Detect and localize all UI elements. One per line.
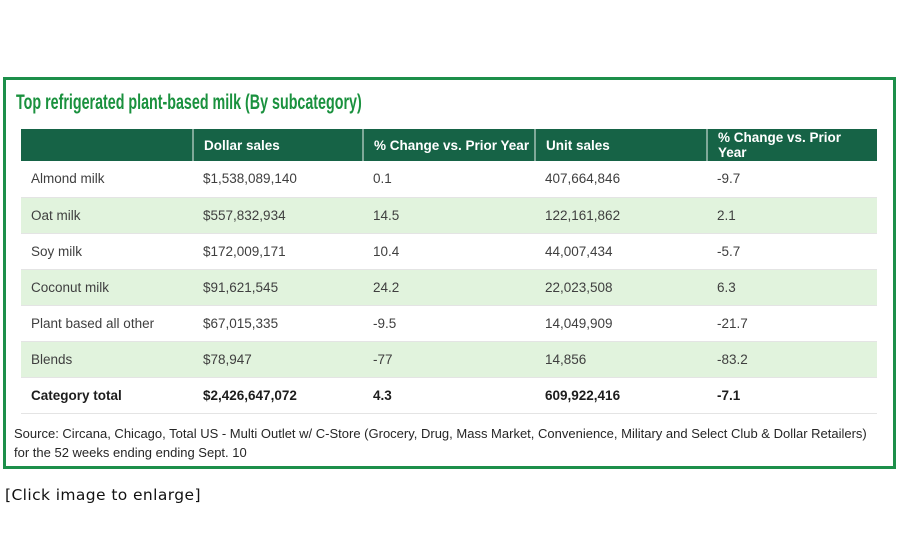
table-cell: $557,832,934 [193, 197, 363, 234]
column-header [21, 129, 193, 161]
table-cell: 22,023,508 [535, 269, 707, 306]
table-cell: -21.7 [707, 305, 877, 342]
data-table: Dollar sales% Change vs. Prior Year Unit … [21, 129, 877, 414]
table-cell: $1,538,089,140 [193, 161, 363, 198]
source-note: Source: Circana, Chicago, Total US - Mul… [14, 425, 867, 460]
table-cell: -9.7 [707, 161, 877, 198]
table-row: Coconut milk $91,621,545 24.2 22,023,508 6.3 [21, 269, 877, 306]
table-cell: 0.1 [363, 161, 535, 198]
row-label: Oat milk [21, 197, 193, 234]
table-cell: 24.2 [363, 269, 535, 306]
table-cell: -5.7 [707, 233, 877, 270]
table-cell: -77 [363, 341, 535, 378]
table-row: Oat milk $557,832,934 14.5 122,161,862 2.1 [21, 197, 877, 234]
table-cell: 14.5 [363, 197, 535, 234]
enlarge-caption: [Click image to enlarge] [5, 486, 201, 504]
table-cell: -7.1 [707, 377, 877, 414]
row-label: Blends [21, 341, 193, 378]
column-header: Dollar sales [192, 129, 363, 161]
table-cell: $91,621,545 [193, 269, 363, 306]
table-cell: 10.4 [363, 233, 535, 270]
table-header-row: Dollar sales% Change vs. Prior Year Unit … [21, 129, 877, 161]
table-row: Soy milk $172,009,171 10.4 44,007,434 -5.7 [21, 233, 877, 270]
table-cell: 407,664,846 [535, 161, 707, 198]
figure-title: Top refrigerated plant-based milk (By su… [16, 91, 362, 114]
column-header: % Change vs. Prior Year [362, 129, 535, 161]
table-cell: 44,007,434 [535, 233, 707, 270]
table-cell: $2,426,647,072 [193, 377, 363, 414]
row-label: Coconut milk [21, 269, 193, 306]
table-cell: -83.2 [707, 341, 877, 378]
table-row: Plant based all other $67,015,335 -9.5 14,0… [21, 305, 877, 342]
table-row: Almond milk $1,538,089,140 0.1 407,664,846-… [21, 161, 877, 198]
row-label: Soy milk [21, 233, 193, 270]
table-row: Blends $78,947 -77 14,856 -83.2 [21, 341, 877, 378]
column-header: Unit sales [534, 129, 707, 161]
row-label: Category total [21, 377, 193, 414]
table-cell: 14,856 [535, 341, 707, 378]
table-cell: 122,161,862 [535, 197, 707, 234]
table-cell: 14,049,909 [535, 305, 707, 342]
table-cell: $67,015,335 [193, 305, 363, 342]
table-row: Category total $2,426,647,072 4.3 609,922,4… [21, 377, 877, 414]
table-cell: 609,922,416 [535, 377, 707, 414]
table-cell: 6.3 [707, 269, 877, 306]
row-label: Almond milk [21, 161, 193, 198]
table-cell: 2.1 [707, 197, 877, 234]
table-cell: $78,947 [193, 341, 363, 378]
table-cell: 4.3 [363, 377, 535, 414]
column-header: % Change vs. Prior Year [706, 129, 877, 161]
table-cell: -9.5 [363, 305, 535, 342]
figure-card[interactable]: Top refrigerated plant-based milk (By su… [3, 77, 896, 469]
row-label: Plant based all other [21, 305, 193, 342]
table-cell: $172,009,171 [193, 233, 363, 270]
page: Top refrigerated plant-based milk (By su… [0, 77, 900, 504]
